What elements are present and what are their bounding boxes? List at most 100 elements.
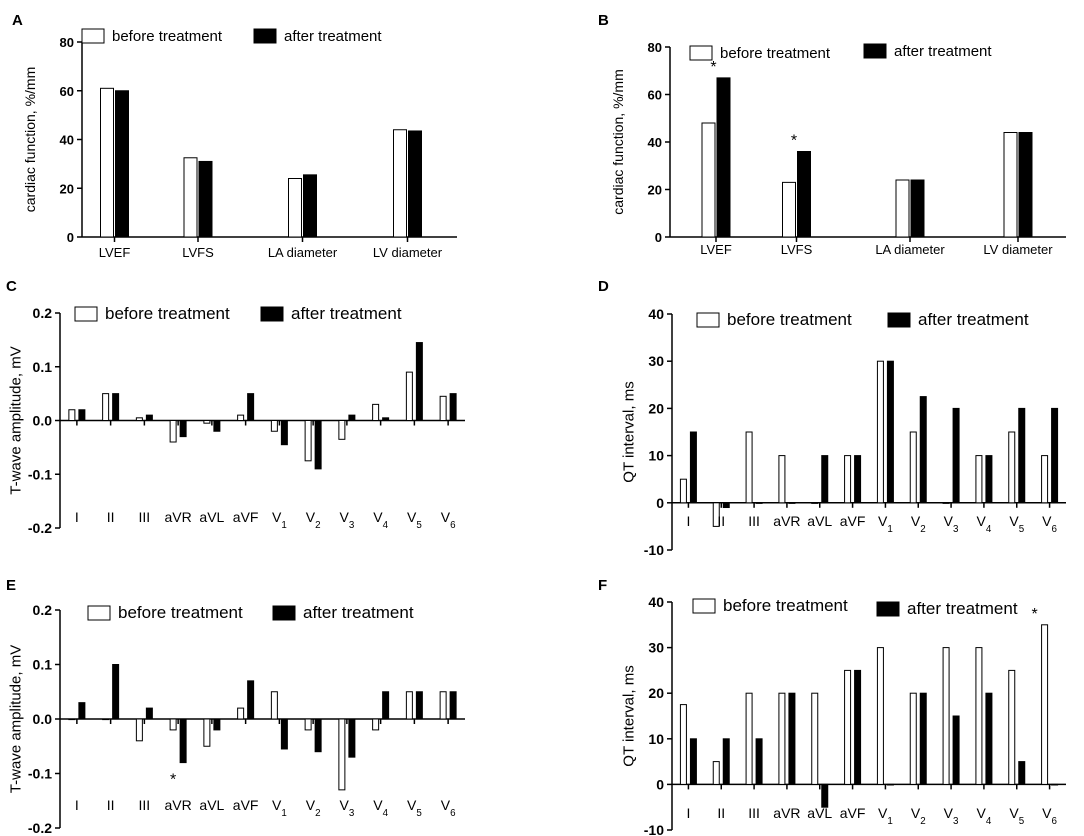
y-tick-label: -0.1	[28, 466, 52, 482]
bar-after-avf	[854, 455, 862, 504]
bar-before-v6	[439, 691, 447, 720]
y-axis-title: QT interval, ms	[620, 381, 637, 482]
y-tick-label: 40	[60, 133, 74, 148]
bar-after-v3	[952, 407, 960, 504]
y-tick-label: 0	[656, 495, 664, 511]
x-category-label: V1	[272, 509, 287, 531]
bar-before-v6	[1041, 455, 1049, 504]
bar-after-iii	[145, 414, 153, 421]
bar-after-avf	[247, 393, 255, 421]
bar-after-v6	[449, 691, 457, 720]
y-tick-label: -0.2	[28, 520, 52, 536]
panel-b-chart: B 0 20 40 60 80 cardiac function, %/mm LVEF LVFS…	[598, 12, 1066, 257]
x-category-label: V5	[407, 509, 422, 531]
bar-before-ii	[102, 718, 110, 721]
bar-before-iii	[135, 417, 143, 421]
bar-before-avf	[237, 414, 245, 421]
bar-after-i	[689, 738, 697, 785]
x-category-label: V6	[441, 509, 456, 531]
bar-before-v4	[975, 455, 983, 504]
x-category-label: I	[686, 805, 690, 821]
bar-after-v1	[280, 420, 288, 446]
x-category-label: aVR	[773, 513, 800, 529]
x-category-label: aVF	[233, 509, 259, 525]
legend-label-before: before treatment	[727, 310, 852, 329]
y-tick-label: -0.2	[28, 820, 52, 836]
bar-after-i	[78, 409, 86, 421]
x-category-label: V2	[911, 805, 926, 827]
bar-before-i	[68, 718, 76, 721]
legend-swatch-before	[87, 605, 111, 621]
bar-after-v4	[382, 691, 390, 720]
y-tick-label: 20	[60, 181, 74, 196]
y-tick-label: 60	[648, 88, 662, 103]
legend-swatch-before	[81, 28, 105, 44]
x-category-label: V1	[878, 513, 893, 535]
bar-before-v5	[405, 371, 413, 421]
bar-before-v1	[876, 647, 884, 785]
bar-before-v2	[909, 692, 917, 785]
panel-f-label: F	[598, 577, 607, 594]
bar-after-iii	[755, 738, 763, 785]
x-category-label: II	[717, 805, 725, 821]
x-category-label: V4	[373, 509, 388, 531]
bar-before-avf	[844, 669, 852, 785]
bar-before-avl	[203, 420, 211, 424]
y-tick-label: 20	[648, 685, 664, 701]
legend-label-after: after treatment	[907, 599, 1018, 618]
bar-after-v4	[382, 417, 390, 421]
bar-after-lvef	[716, 77, 731, 238]
x-category-label: aVR	[165, 797, 192, 813]
bar-before-iii	[745, 431, 753, 504]
x-category-label: V2	[306, 509, 321, 531]
bar-before-ii	[102, 393, 110, 421]
panel-e-label: E	[6, 577, 16, 594]
legend-swatch-before	[692, 598, 716, 614]
bar-before-lvef	[701, 122, 716, 238]
bar-before-avf	[844, 455, 852, 504]
x-category-label: III	[748, 513, 760, 529]
x-category-label: V2	[306, 797, 321, 819]
y-tick-label: 30	[648, 640, 664, 656]
bar-before-avr	[778, 455, 786, 504]
significance-asterisk: *	[791, 133, 797, 150]
bar-after-v6	[449, 393, 457, 421]
bar-after-lvfs	[198, 160, 213, 238]
bar-before-v3	[338, 718, 346, 791]
bar-after-avl	[213, 718, 221, 731]
x-category-label: LVEF	[99, 245, 131, 260]
bar-after-lv diameter	[408, 130, 422, 238]
bar-before-iii	[745, 692, 753, 785]
y-axis-title: QT interval, ms	[620, 665, 637, 766]
x-category-label: III	[139, 797, 151, 813]
legend-label-after: after treatment	[284, 28, 382, 45]
bar-before-v3	[338, 420, 346, 440]
x-category-label: V5	[407, 797, 422, 819]
x-category-label: LA diameter	[268, 245, 338, 260]
x-category-label: aVL	[807, 513, 832, 529]
bar-after-v6	[1051, 407, 1059, 504]
x-category-label: V5	[1009, 513, 1024, 535]
bar-before-v5	[1008, 431, 1016, 504]
bar-after-lv diameter	[1018, 132, 1033, 238]
panel-e-chart: E-0.2-0.10.00.10.2T-wave amplitude, mVI I…	[6, 577, 465, 836]
bar-before-lvef	[100, 87, 114, 238]
y-axis-title: T-wave amplitude, mV	[7, 645, 24, 793]
y-tick-label: 0	[655, 230, 662, 245]
bar-after-ii	[112, 393, 120, 421]
legend-label-after: after treatment	[291, 304, 402, 323]
x-category-label: aVF	[840, 805, 866, 821]
bar-before-la diameter	[288, 178, 302, 238]
y-tick-label: 30	[648, 353, 664, 369]
bar-before-v2	[909, 431, 917, 504]
bar-before-iii	[135, 718, 143, 742]
x-category-label: aVR	[773, 805, 800, 821]
bar-before-i	[68, 409, 76, 421]
x-category-label: aVL	[199, 509, 224, 525]
bar-after-v4	[985, 455, 993, 504]
panel-a-chart: A 0 20 40 60 80 cardiac function, %/mm LVEF LVFS…	[12, 12, 457, 260]
bar-before-v3	[942, 502, 950, 504]
legend-swatch-after	[272, 605, 296, 621]
